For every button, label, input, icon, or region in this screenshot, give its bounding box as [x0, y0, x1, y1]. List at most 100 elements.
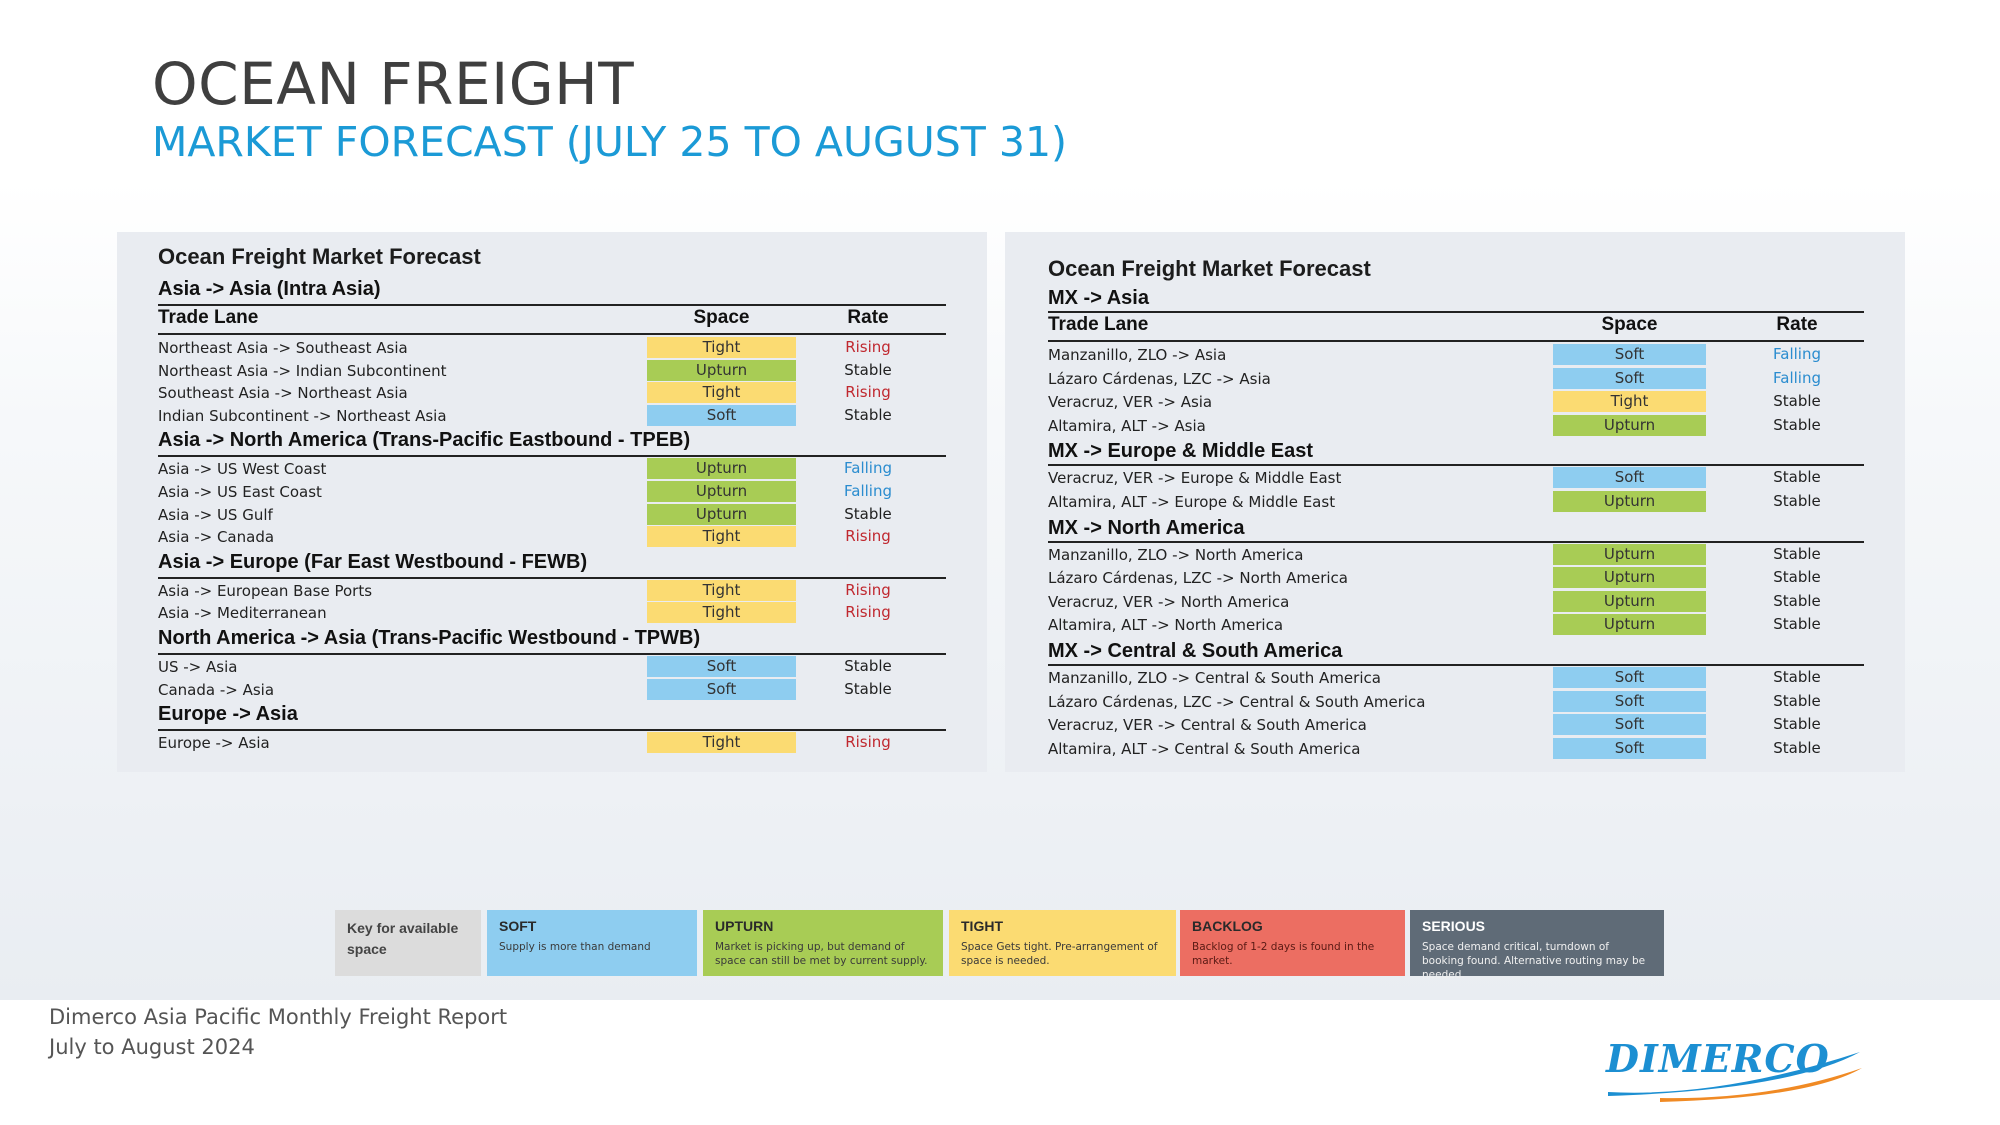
table-row: Manzanillo, ZLO -> Asia Soft Falling	[1048, 344, 1864, 366]
rate-trend-cell: Rising	[845, 527, 891, 546]
space-status-cell: Soft	[1553, 714, 1706, 736]
trade-lane-cell: Asia -> US East Coast	[158, 483, 322, 501]
table-row: Altamira, ALT -> North America Upturn Stab…	[1048, 614, 1864, 636]
space-status-cell: Soft	[1553, 690, 1706, 712]
section-title-asia-north-america-trans-pacific-eastbound-tpeb: Asia -> North America (Trans-Pacific Eas…	[158, 429, 946, 458]
left_panel-title: Ocean Freight Market Forecast	[158, 244, 481, 269]
table-row: US -> Asia Soft Stable	[158, 656, 946, 678]
legend-item-description: Backlog of 1-2 days is found in the mark…	[1192, 941, 1375, 967]
table-row: Indian Subcontinent -> Northeast Asia Sof…	[158, 404, 946, 427]
legend-item-soft: SOFT Supply is more than demand	[487, 910, 697, 976]
section-title-north-america-asia-trans-pacific-westbound-tpwb: North America -> Asia (Trans-Pacific Wes…	[158, 627, 946, 655]
table-row: Lázaro Cárdenas, LZC -> Central & South …	[1048, 690, 1864, 713]
trade-lane-cell: Veracruz, VER -> North America	[1048, 592, 1290, 611]
space-status-cell: Soft	[1553, 737, 1706, 759]
trade-lane-cell: Manzanillo, ZLO -> Asia	[1048, 346, 1227, 364]
space-status-cell: Upturn	[1553, 543, 1706, 565]
trade-lane-cell: Altamira, ALT -> Asia	[1048, 416, 1206, 435]
table-row: Veracruz, VER -> Asia Tight Stable	[1048, 391, 1864, 413]
section-title-asia-asia-intra-asia: Asia -> Asia (Intra Asia)	[158, 278, 946, 306]
trade-lane-cell: Asia -> Mediterranean	[158, 604, 327, 623]
section-title-mx-north-america: MX -> North America	[1048, 517, 1864, 543]
trade-lane-cell: Asia -> US West Coast	[158, 460, 327, 479]
section-title-asia-europe-far-east-westbound-fewb: Asia -> Europe (Far East Westbound - FEW…	[158, 551, 946, 579]
rate-trend-cell: Stable	[844, 405, 892, 424]
table-row: Asia -> US West Coast Upturn Falling	[158, 458, 946, 480]
rate-trend-cell: Rising	[845, 733, 891, 752]
space-status-cell: Soft	[1553, 667, 1706, 688]
trade-lane-cell: Asia -> US Gulf	[158, 505, 273, 524]
rate-trend-cell: Stable	[844, 657, 892, 675]
table-row: Veracruz, VER -> North America Upturn Stab…	[1048, 590, 1864, 613]
rate-trend-cell: Falling	[1773, 368, 1821, 387]
legend-item-title: SOFT	[499, 918, 537, 934]
trade-lane-cell: Northeast Asia -> Southeast Asia	[158, 339, 408, 357]
rate-trend-cell: Falling	[844, 482, 892, 500]
trade-lane-cell: Manzanillo, ZLO -> North America	[1048, 545, 1304, 564]
space-status-cell: Tight	[647, 382, 796, 404]
trade-lane-cell: Asia -> European Base Ports	[158, 581, 373, 600]
table-row: Asia -> US Gulf Upturn Stable	[158, 503, 946, 526]
header-trade-lane: Trade Lane	[158, 307, 259, 328]
footer-report-period: July to August 2024	[49, 1035, 255, 1059]
legend-item-title: SERIOUS	[1422, 918, 1486, 934]
rate-trend-cell: Stable	[1773, 415, 1821, 434]
legend-item-serious: SERIOUS Space demand critical, turndown o…	[1410, 910, 1664, 981]
rate-trend-cell: Stable	[1773, 615, 1821, 634]
legend-key-box: Key for available space	[335, 910, 481, 976]
trade-lane-cell: Indian Subcontinent -> Northeast Asia	[158, 406, 447, 425]
space-status-cell: Soft	[1553, 467, 1706, 489]
table-header: Trade Lane Space Rate	[1048, 314, 1864, 342]
header-rate: Rate	[847, 307, 889, 328]
rate-trend-cell: Stable	[1773, 492, 1821, 510]
trade-lane-cell: Southeast Asia -> Northeast Asia	[158, 384, 408, 403]
trade-lane-cell: Canada -> Asia	[158, 680, 275, 699]
header-rate: Rate	[1776, 314, 1818, 335]
rate-trend-cell: Rising	[845, 603, 891, 622]
space-status-cell: Upturn	[647, 503, 796, 525]
table-row: Manzanillo, ZLO -> North America Upturn St…	[1048, 543, 1864, 566]
trade-lane-cell: Lázaro Cárdenas, LZC -> Asia	[1048, 369, 1271, 388]
table-row: Northeast Asia -> Southeast Asia Tight Ris…	[158, 337, 946, 359]
space-status-cell: Soft	[647, 404, 796, 426]
trade-lane-cell: US -> Asia	[158, 658, 238, 676]
rate-trend-cell: Stable	[1773, 591, 1821, 610]
section-title-mx-europe-middle-east: MX -> Europe & Middle East	[1048, 440, 1864, 467]
table-row: Canada -> Asia Soft Stable	[158, 678, 946, 701]
space-status-cell: Tight	[647, 602, 796, 624]
space-status-cell: Upturn	[1553, 614, 1706, 636]
legend-item-tight: TIGHT Space Gets tight. Pre-arrangement o…	[949, 910, 1176, 976]
space-status-cell: Upturn	[1553, 590, 1706, 612]
rate-trend-cell: Stable	[1773, 468, 1821, 487]
space-status-cell: Soft	[647, 678, 796, 700]
page-subtitle: MARKET FORECAST (JULY 25 TO AUGUST 31)	[152, 118, 1068, 166]
rate-trend-cell: Stable	[1773, 691, 1821, 710]
space-status-cell: Soft	[1553, 367, 1706, 389]
space-status-cell: Tight	[647, 732, 796, 754]
rate-trend-cell: Falling	[844, 459, 892, 478]
legend-item-upturn: UPTURN Market is picking up, but demand o…	[703, 910, 943, 976]
trade-lane-cell: Lázaro Cárdenas, LZC -> Central & South …	[1048, 692, 1426, 711]
legend-item-title: BACKLOG	[1192, 918, 1263, 934]
legend-key-label: Key for available space	[347, 920, 459, 957]
rate-trend-cell: Stable	[1773, 668, 1821, 686]
table-row: Europe -> Asia Tight Rising	[158, 732, 946, 754]
trade-lane-cell: Northeast Asia -> Indian Subcontinent	[158, 361, 447, 380]
table-row: Altamira, ALT -> Europe & Middle East Upt…	[1048, 491, 1864, 513]
rate-trend-cell: Stable	[1773, 392, 1821, 411]
space-status-cell: Upturn	[647, 458, 796, 480]
space-status-cell: Tight	[1553, 391, 1706, 413]
dimerco-logo: DIMERCO	[1600, 1032, 1865, 1102]
table-row: Southeast Asia -> Northeast Asia Tight Ris…	[158, 382, 946, 404]
rate-trend-cell: Stable	[844, 504, 892, 523]
trade-lane-cell: Veracruz, VER -> Central & South America	[1048, 716, 1367, 735]
trade-lane-cell: Europe -> Asia	[158, 734, 270, 753]
legend-item-title: TIGHT	[961, 918, 1003, 934]
rate-trend-cell: Stable	[844, 360, 892, 379]
rate-trend-cell: Rising	[845, 383, 891, 402]
header-space: Space	[1601, 314, 1658, 335]
space-status-cell: Soft	[1553, 344, 1706, 365]
header-space: Space	[693, 307, 750, 328]
right_panel-title: Ocean Freight Market Forecast	[1048, 256, 1371, 281]
page-title: OCEAN FREIGHT	[152, 50, 635, 118]
